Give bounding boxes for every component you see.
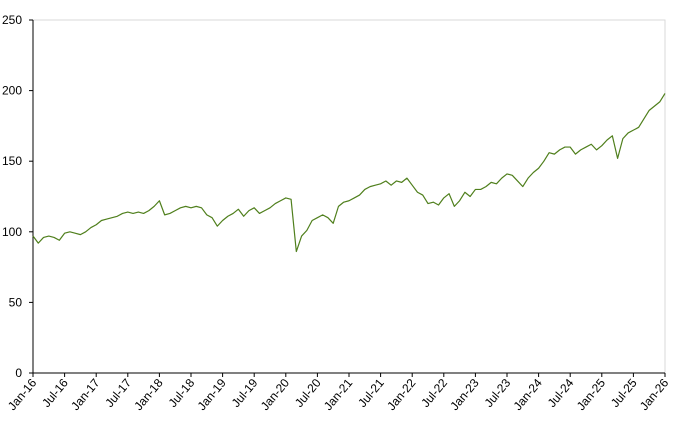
- x-tick-label: Jan-22: [384, 376, 419, 413]
- x-tick-label: Jan-26: [637, 376, 672, 413]
- x-tick-label: Jan-23: [447, 376, 482, 413]
- y-tick-label: 0: [15, 366, 22, 380]
- x-tick-label: Jan-21: [321, 376, 356, 413]
- x-tick-label: Jan-16: [5, 376, 40, 413]
- x-tick-label: Jul-22: [418, 376, 450, 410]
- series-line: [32, 93, 666, 253]
- x-tick-label: Jul-25: [608, 376, 640, 410]
- x-tick-label: Jul-23: [482, 376, 514, 410]
- y-tick-label: 50: [9, 295, 23, 309]
- x-tick-label: Jul-24: [545, 376, 577, 410]
- plot-border: [32, 19, 666, 374]
- x-tick-label: Jul-18: [166, 376, 198, 410]
- x-tick-label: Jan-25: [574, 376, 609, 413]
- y-tick-label: 100: [2, 225, 22, 239]
- x-tick-label: Jan-17: [68, 376, 103, 413]
- x-tick-label: Jul-19: [229, 376, 261, 410]
- x-tick-label: Jul-17: [102, 376, 134, 410]
- y-tick-label: 200: [2, 84, 22, 98]
- x-tick-label: Jul-20: [292, 376, 324, 410]
- x-tick-label: Jan-24: [511, 376, 546, 413]
- y-tick-label: 250: [2, 13, 22, 27]
- x-tick-label: Jan-19: [195, 376, 230, 413]
- x-tick-label: Jan-18: [131, 376, 166, 413]
- y-tick-label: 150: [2, 154, 22, 168]
- x-tick-label: Jan-20: [258, 376, 293, 413]
- x-tick-label: Jul-21: [355, 376, 387, 410]
- x-tick-label: Jul-16: [39, 376, 71, 410]
